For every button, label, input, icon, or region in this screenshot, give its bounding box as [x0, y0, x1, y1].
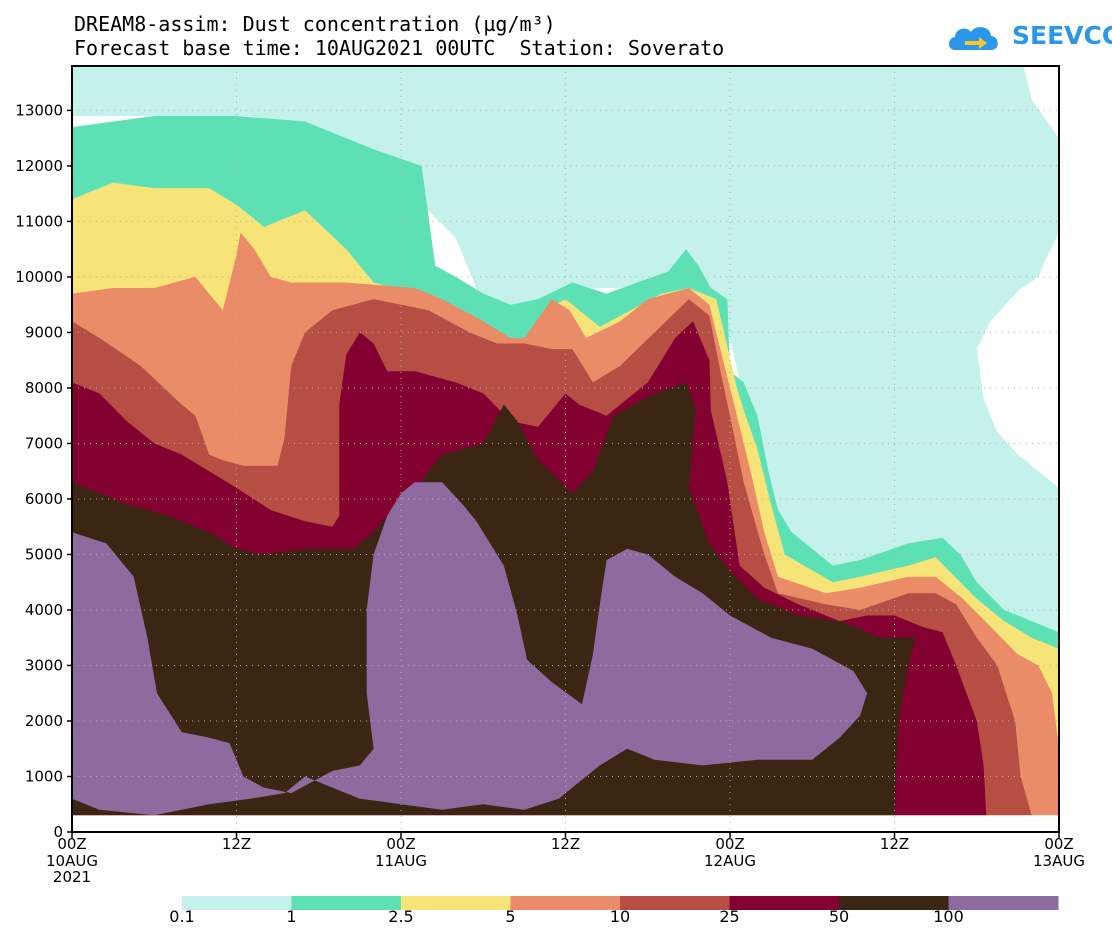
y-tick-label: 7000 [25, 434, 63, 452]
y-tick-label: 0 [53, 823, 63, 841]
legend-swatch-5 [510, 896, 621, 910]
x-tick-label: 12Z [222, 835, 251, 853]
y-tick-label: 2000 [25, 712, 63, 730]
legend-swatch-100 [948, 896, 1059, 910]
legend-swatch-1 [291, 896, 402, 910]
x-tick-label: 00Z [57, 835, 86, 853]
logo-text: SEEVCCC [1012, 21, 1112, 50]
legend-label: 10 [610, 907, 630, 926]
x-tick-date-label: 10AUG [46, 852, 98, 870]
legend-swatch-0_1 [182, 896, 292, 910]
y-tick-label: 11000 [15, 212, 63, 230]
y-tick-label: 13000 [15, 101, 63, 119]
contour-fill-100 [72, 482, 868, 816]
y-tick-label: 1000 [25, 767, 63, 785]
y-tick-label: 6000 [25, 490, 63, 508]
x-tick-date-label: 12AUG [704, 852, 756, 870]
legend-swatch-10 [620, 896, 730, 910]
y-tick-label: 3000 [25, 656, 63, 674]
chart-title: DREAM8-assim: Dust concentration (µg/m³) [74, 12, 556, 36]
legend-label: 25 [719, 907, 739, 926]
x-tick-date-label: 2021 [53, 868, 91, 886]
contour-fill-0_1 [72, 66, 1059, 660]
color-legend: 0.1 1 2.5 5 10 25 50 100 [169, 896, 1059, 926]
y-tick-label: 9000 [25, 323, 63, 341]
legend-label: 0.1 [169, 907, 194, 926]
y-tick-label: 8000 [25, 379, 63, 397]
x-tick-date-label: 11AUG [375, 852, 427, 870]
legend-label: 50 [829, 907, 849, 926]
legend-label: 5 [505, 907, 515, 926]
legend-label: 1 [286, 907, 296, 926]
x-tick-label: 00Z [1044, 835, 1073, 853]
legend-swatch-50 [839, 896, 949, 910]
legend-label: 2.5 [388, 907, 413, 926]
legend-label: 100 [933, 907, 964, 926]
x-tick-label: 12Z [551, 835, 580, 853]
plot-area [72, 66, 1059, 832]
y-tick-label: 10000 [15, 268, 63, 286]
x-tick-date-label: 13AUG [1033, 852, 1085, 870]
axes: 0 1000 2000 3000 4000 5000 6000 7000 8000 9000 100… [15, 65, 1085, 886]
grid-lines [72, 66, 1059, 832]
x-tick-label: 00Z [715, 835, 744, 853]
chart-subtitle: Forecast base time: 10AUG2021 00UTC Stat… [74, 36, 725, 60]
x-tick-label: 00Z [386, 835, 415, 853]
ground-mask [72, 815, 1059, 832]
y-tick-label: 5000 [25, 545, 63, 563]
legend-swatch-2_5 [401, 896, 511, 910]
y-tick-label: 12000 [15, 157, 63, 175]
x-tick-label: 12Z [880, 835, 909, 853]
legend-swatch-25 [729, 896, 840, 910]
y-tick-label: 4000 [25, 601, 63, 619]
cloud-arrow-icon [949, 27, 998, 50]
